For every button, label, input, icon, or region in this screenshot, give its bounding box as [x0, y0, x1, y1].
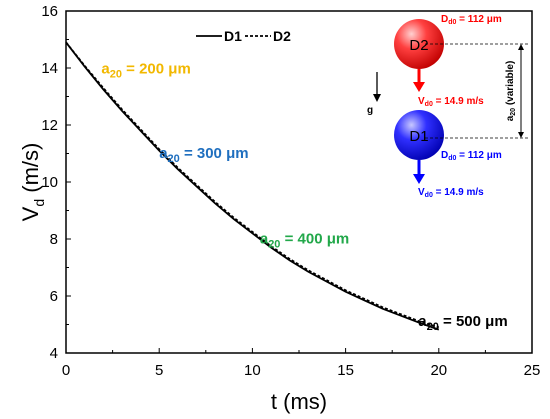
series-layer [65, 41, 440, 331]
d1-velocity-arrowhead [413, 174, 425, 184]
d1-velocity-label: Vd0 = 14.9 m/s [418, 187, 484, 199]
y-tick-label: 12 [41, 117, 58, 134]
spacing-arrowhead-bottom [518, 132, 524, 138]
axis-ticks: 0 5 10 15 20 25 4 6 8 10 12 14 16 [41, 3, 540, 379]
legend-label-d1: D1 [224, 28, 242, 44]
droplet-d1-label: D1 [409, 128, 428, 145]
y-axis-title: Vd (m/s) [18, 143, 47, 222]
x-tick-label: 25 [524, 362, 541, 379]
x-tick-label: 5 [155, 362, 163, 379]
legend-label-d2: D2 [273, 28, 291, 44]
annotation-2: a20 = 400 μm [260, 230, 349, 250]
d2-diameter-label: Dd0 = 112 μm [441, 14, 502, 26]
annotation-0: a20 = 200 μm [101, 61, 190, 81]
spacing-arrowhead-top [518, 44, 524, 50]
x-tick-label: 20 [430, 362, 447, 379]
annotation-1: a20 = 300 μm [159, 145, 248, 165]
y-tick-label: 6 [50, 288, 58, 305]
d2-velocity-arrowhead [413, 82, 425, 92]
gravity-label: g [367, 105, 373, 116]
legend: D1 D2 [196, 28, 291, 44]
d1-diameter-label: Dd0 = 112 μm [441, 150, 502, 162]
x-axis-title: t (ms) [271, 389, 327, 414]
y-tick-label: 8 [50, 231, 58, 248]
annotation-layer: a20 = 200 μm a20 = 300 μm a20 = 400 μm a20 … [101, 61, 507, 333]
y-tick-label: 4 [50, 345, 58, 362]
series-line-d1 [65, 41, 440, 331]
droplet-d2 [394, 19, 444, 69]
x-tick-label: 15 [337, 362, 354, 379]
x-tick-label: 10 [244, 362, 261, 379]
spacing-label: a20 (variable) [505, 61, 517, 122]
gravity-arrowhead [373, 94, 381, 102]
droplet-d1 [394, 110, 444, 160]
annotation-3: a20 = 500 μm [418, 313, 507, 333]
y-tick-label: 10 [41, 174, 58, 191]
series-line-d2 [65, 41, 440, 329]
droplet-diagram: g D2 Dd0 = 112 μm Vd0 = 14.9 m/s D1 Dd0 … [367, 14, 528, 199]
x-tick-label: 0 [62, 362, 70, 379]
d2-velocity-label: Vd0 = 14.9 m/s [418, 96, 484, 108]
droplet-d2-label: D2 [409, 37, 428, 54]
y-tick-label: 16 [41, 3, 58, 20]
y-tick-label: 14 [41, 60, 58, 77]
